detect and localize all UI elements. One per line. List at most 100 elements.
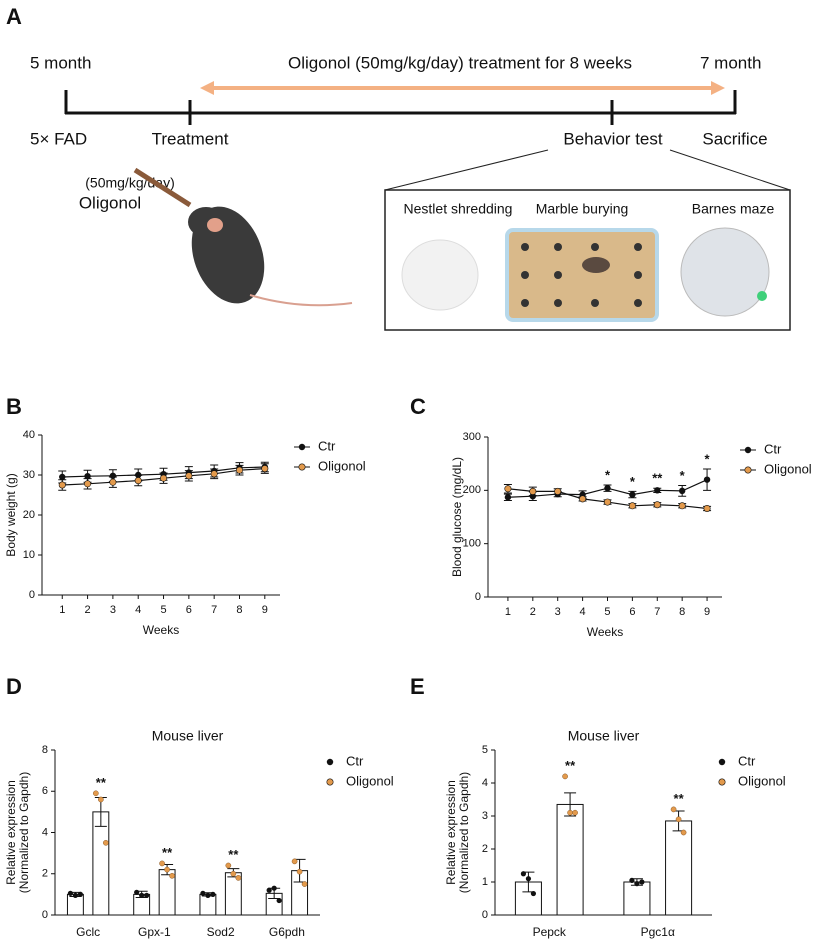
data-point [97,796,104,803]
data-point [604,485,611,492]
data-point [230,870,237,877]
marbles [521,243,642,307]
legend-label: Oligonol [318,458,366,473]
data-point [572,809,578,816]
y-tick-label: 1 [482,876,488,888]
data-point [271,885,277,891]
x-tick-label: 3 [555,606,561,618]
data-point [653,501,661,509]
legend-marker [718,778,726,786]
y-axis-label: Blood glucose (mg/dL) [450,457,464,577]
significance: * [605,467,611,482]
arrow-head [711,81,725,95]
data-point [102,839,109,846]
data-point [210,470,218,478]
data-point [567,809,573,816]
x-tick-label: 7 [654,606,660,618]
x-tick-label: 6 [186,604,192,616]
data-point [579,495,587,503]
data-point [291,858,298,865]
x-tick-label: G6pdh [269,925,305,939]
data-point [520,871,527,877]
x-tick-label: 5 [160,604,166,616]
data-point [504,494,512,501]
data-point [529,487,537,495]
data-point [261,465,269,473]
data-point [185,472,193,480]
x-tick-label: 2 [85,604,91,616]
y-tick-label: 0 [475,591,481,603]
x-tick-label: 1 [59,604,65,616]
y-axis-label: (Normalized to Gapdh) [17,772,31,893]
y-axis-label: Body weight (g) [4,473,18,556]
x-tick-label: 2 [530,606,536,618]
zoom-line [669,149,791,191]
data-point [210,891,216,897]
model-label: 5× FAD [30,129,87,148]
y-axis-label: Relative expression [4,780,18,885]
data-point [225,862,232,869]
legend-label: Oligonol [738,773,786,788]
data-point [266,887,272,893]
data-point [654,487,661,494]
nestlet-image [401,239,479,311]
y-tick-label: 6 [42,785,48,797]
x-tick-label: 8 [679,606,685,618]
data-point [628,502,636,510]
data-point [678,487,686,495]
significance: ** [565,758,576,773]
bar [92,811,110,916]
data-point [680,829,687,836]
y-axis-label: (Normalized to Gapdh) [457,772,471,893]
data-point [59,473,66,481]
data-point [205,892,211,899]
legend-label: Ctr [318,438,336,453]
y-tick-label: 2 [42,868,48,880]
data-point [703,476,711,483]
legend-label: Ctr [738,753,756,768]
y-tick-label: 5 [482,744,488,756]
x-tick-label: 3 [110,604,116,616]
panel-letter: B [6,394,22,419]
data-point [169,872,175,879]
x-tick-label: 4 [580,606,586,618]
significance: * [705,451,711,466]
legend-marker [298,443,306,451]
y-tick-label: 0 [29,589,35,601]
y-tick-label: 4 [42,826,48,838]
maze-image [680,227,770,317]
data-point [634,881,640,887]
data-point [504,485,512,493]
chart-title: Mouse liver [152,728,224,744]
y-tick-label: 8 [42,744,48,756]
panel-letter: E [410,674,425,699]
y-tick-label: 20 [23,509,35,521]
x-tick-label: 6 [629,606,635,618]
x-tick-label: 4 [135,604,141,616]
panel-letter: D [6,674,22,699]
x-axis-label: Weeks [143,623,179,637]
legend-marker [744,466,752,474]
x-tick-label: Pgc1α [641,925,675,939]
y-tick-label: 10 [23,549,35,561]
x-tick-label: Sod2 [207,925,235,939]
bar [556,803,584,916]
data-point [134,889,140,895]
significance: * [630,474,636,489]
data-point [160,474,168,482]
significance: * [680,468,686,483]
x-tick-label: Gpx-1 [138,925,171,939]
legend-marker [326,758,334,766]
start-label: 5 month [30,53,91,72]
y-tick-label: 300 [463,431,481,443]
x-tick-label: 1 [505,606,511,618]
data-point [84,480,92,488]
behavior-box [384,189,791,331]
x-tick-label: 9 [262,604,268,616]
data-point [562,773,568,780]
data-point [72,892,79,899]
legend-label: Ctr [764,441,782,456]
significance: ** [96,775,107,790]
data-point [200,890,206,896]
marble-image [505,228,659,322]
